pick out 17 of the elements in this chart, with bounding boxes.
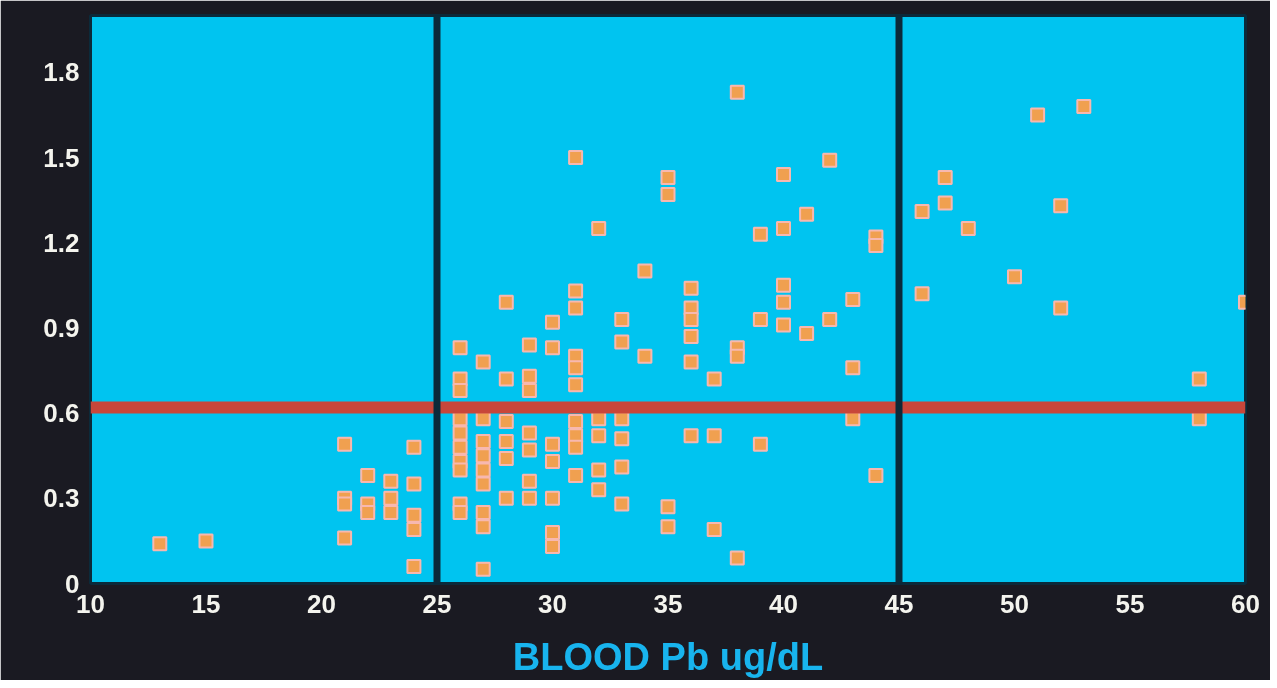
x-tick-label: 35 [653,588,683,619]
y-tick-label: 0.6 [43,398,80,429]
y-tick-label: 0.3 [43,483,80,514]
y-tick-label: 1.5 [43,142,80,173]
y-tick-label: 1.8 [43,57,80,88]
x-tick-label: 15 [191,588,221,619]
x-tick-label: 60 [1231,588,1260,619]
x-tick-label: 25 [422,588,452,619]
x-tick-label: 20 [307,588,336,619]
y-tick-label: 0.9 [43,312,80,343]
x-tick-label: 55 [1115,588,1145,619]
x-tick-label: 45 [884,588,914,619]
y-tick-label: 1.2 [43,227,80,258]
x-axis-title: BLOOD Pb ug/dL [512,635,824,678]
x-tick-label: 30 [538,588,567,619]
x-tick-label: 50 [1000,588,1029,619]
x-tick-label: 40 [769,588,798,619]
